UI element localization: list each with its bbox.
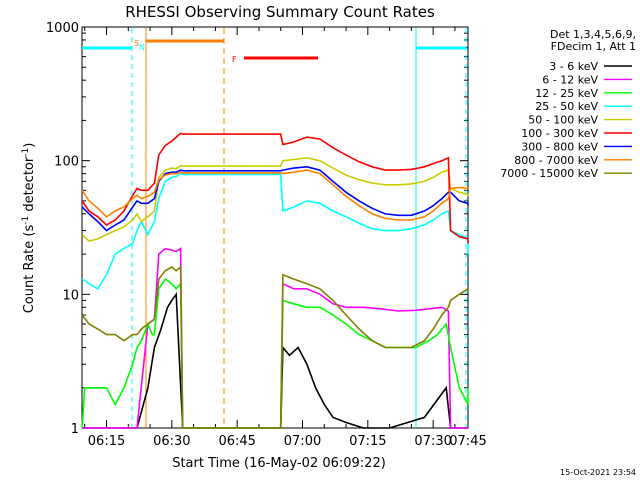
series-line-5 bbox=[81, 132, 469, 244]
series-line-4 bbox=[81, 156, 469, 242]
saa-label: S bbox=[134, 39, 139, 48]
plot-frame bbox=[81, 26, 469, 429]
x-tick-label: 07:30 bbox=[414, 434, 451, 449]
y-tick-label: 1000 bbox=[46, 21, 79, 36]
series-line-6 bbox=[81, 165, 469, 232]
x-axis-label: Start Time (16-May-02 06:09:22) bbox=[172, 456, 386, 471]
legend-header-2: FDecim 1, Att 1 bbox=[551, 40, 636, 53]
x-tick-label: 06:15 bbox=[88, 434, 125, 449]
legend-label-0: 3 - 6 keV bbox=[549, 60, 598, 73]
legend-label-6: 300 - 800 keV bbox=[521, 140, 598, 153]
legend-label-8: 7000 - 15000 keV bbox=[500, 167, 598, 180]
y-axis-label: Count Rate (s-1 detector-1) bbox=[21, 143, 37, 314]
legend-label-3: 25 - 50 keV bbox=[535, 100, 598, 113]
legend-label-2: 12 - 25 keV bbox=[535, 87, 598, 100]
legend-label-5: 100 - 300 keV bbox=[521, 127, 598, 140]
legend-header-1: Det 1,3,4,5,6,9, bbox=[550, 28, 636, 41]
observation-markers: S N F bbox=[82, 28, 467, 428]
legend-label-4: 50 - 100 keV bbox=[528, 114, 598, 127]
y-tick-label: 10 bbox=[62, 288, 79, 303]
y-tick-label: 100 bbox=[54, 155, 79, 170]
night-label: N bbox=[139, 43, 145, 52]
series-line-1 bbox=[82, 247, 468, 429]
series-line-0 bbox=[82, 291, 468, 429]
x-tick-label: 07:15 bbox=[349, 434, 386, 449]
x-tick-label: 07:00 bbox=[284, 434, 321, 449]
x-tick-label: 06:30 bbox=[153, 434, 190, 449]
footer-timestamp: 15-Oct-2021 23:54 bbox=[560, 468, 636, 477]
x-tick-label: 07:45 bbox=[449, 434, 486, 449]
legend-label-1: 6 - 12 keV bbox=[542, 73, 598, 86]
y-tick-label: 1 bbox=[71, 422, 79, 437]
legend: Det 1,3,4,5,6,9, FDecim 1, Att 1 3 - 6 k… bbox=[500, 28, 636, 180]
legend-label-7: 800 - 7000 keV bbox=[514, 154, 598, 167]
flare-label: F bbox=[232, 55, 237, 64]
y-axis: 1 10 100 1000 bbox=[46, 21, 468, 437]
series-line-3 bbox=[81, 172, 469, 290]
series-lines bbox=[81, 132, 469, 429]
x-tick-label: 06:45 bbox=[218, 434, 255, 449]
series-line-7 bbox=[81, 169, 469, 221]
series-line-8 bbox=[81, 265, 469, 429]
chart-title: RHESSI Observing Summary Count Rates bbox=[125, 3, 435, 21]
